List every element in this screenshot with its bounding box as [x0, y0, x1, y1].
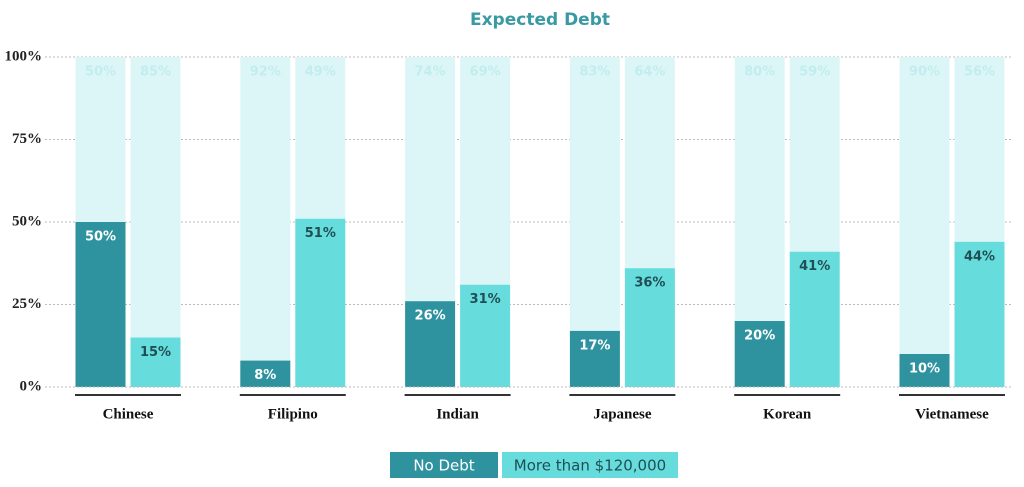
- legend-swatch: [390, 452, 498, 478]
- x-tick-label: Filipino: [268, 406, 318, 422]
- bar: [295, 218, 346, 387]
- x-tick-label: Chinese: [103, 406, 154, 422]
- bar: [405, 301, 456, 387]
- bar: [789, 251, 840, 387]
- remainder-bar: [789, 57, 840, 252]
- remainder-label: 74%: [415, 65, 446, 80]
- remainder-label: 56%: [964, 65, 995, 80]
- remainder-label: 69%: [470, 65, 501, 80]
- value-label: 41%: [799, 259, 830, 274]
- legend-label: More than $120,000: [514, 457, 666, 475]
- x-tick-label: Japanese: [593, 406, 652, 422]
- value-label: 15%: [140, 345, 171, 360]
- remainder-label: 85%: [140, 65, 171, 80]
- remainder-bar: [295, 57, 346, 219]
- value-label: 17%: [579, 338, 610, 353]
- remainder-label: 83%: [579, 65, 610, 80]
- y-tick-label: 50%: [12, 213, 42, 229]
- legend-label: No Debt: [413, 457, 474, 475]
- value-label: 36%: [634, 276, 665, 291]
- remainder-label: 80%: [744, 65, 775, 80]
- value-label: 50%: [85, 230, 116, 245]
- x-tick-label: Korean: [763, 406, 812, 422]
- bar: [624, 268, 675, 387]
- bar: [240, 360, 291, 387]
- bar: [899, 354, 950, 387]
- remainder-bar: [460, 57, 511, 285]
- bar: [954, 241, 1005, 387]
- value-label: 8%: [254, 368, 276, 383]
- remainder-bar: [405, 57, 456, 302]
- remainder-bar: [75, 57, 126, 222]
- remainder-bar: [624, 57, 675, 269]
- y-tick-label: 75%: [12, 131, 42, 147]
- bar: [569, 330, 620, 387]
- chart-title: Expected Debt: [470, 10, 610, 30]
- remainder-label: 90%: [909, 65, 940, 80]
- remainder-label: 49%: [305, 65, 336, 80]
- value-label: 31%: [470, 292, 501, 307]
- value-label: 51%: [305, 226, 336, 241]
- bar: [75, 222, 126, 387]
- remainder-bar: [130, 57, 181, 338]
- bar: [460, 284, 511, 387]
- remainder-label: 50%: [85, 65, 116, 80]
- value-label: 20%: [744, 329, 775, 344]
- value-label: 44%: [964, 249, 995, 264]
- remainder-label: 92%: [250, 65, 281, 80]
- remainder-bar: [954, 57, 1005, 242]
- remainder-bar: [899, 57, 950, 354]
- value-label: 26%: [415, 309, 446, 324]
- remainder-bar: [734, 57, 785, 321]
- value-label: 10%: [909, 362, 940, 377]
- bar: [734, 321, 785, 387]
- remainder-bar: [569, 57, 620, 331]
- remainder-bar: [240, 57, 291, 361]
- y-tick-label: 25%: [12, 296, 42, 312]
- bar: [130, 337, 181, 387]
- remainder-label: 59%: [799, 65, 830, 80]
- y-tick-label: 100%: [5, 48, 43, 64]
- x-tick-label: Vietnamese: [915, 406, 989, 422]
- x-tick-label: Indian: [436, 406, 479, 422]
- legend-swatch: [502, 452, 678, 478]
- remainder-label: 64%: [634, 65, 665, 80]
- y-tick-label: 0%: [20, 378, 43, 394]
